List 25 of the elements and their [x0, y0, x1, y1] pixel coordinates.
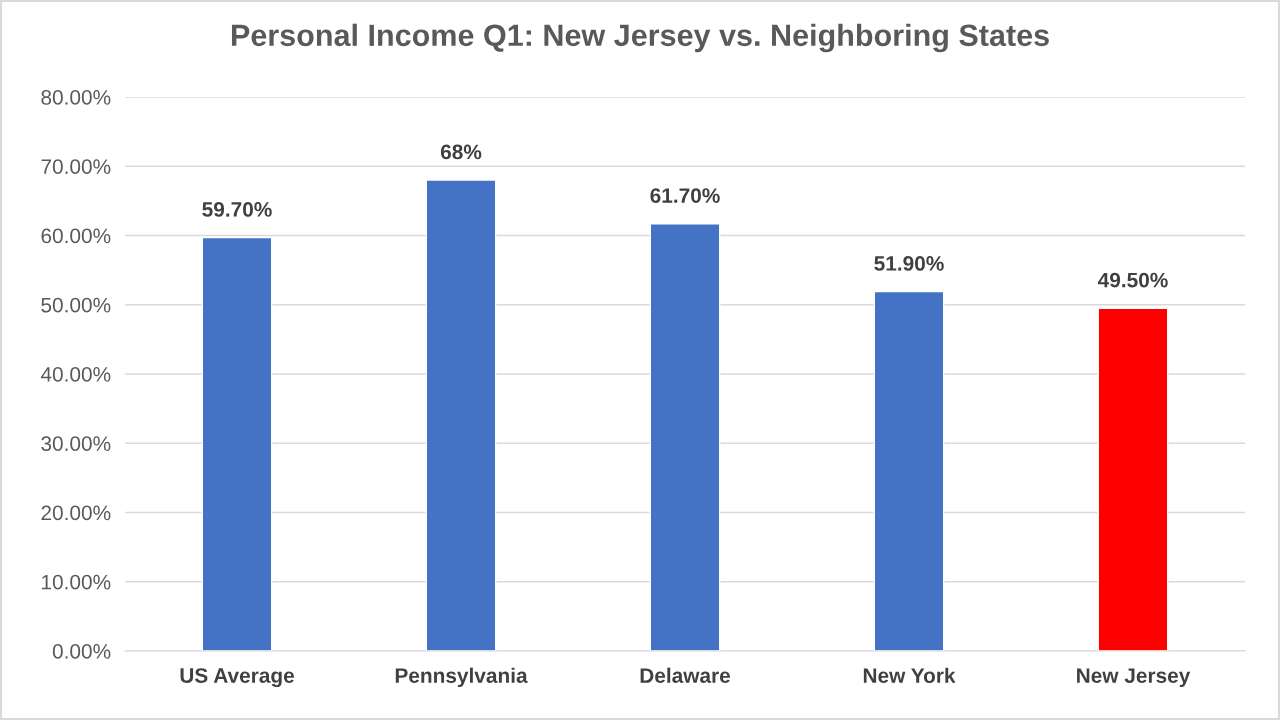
y-tick-label: 50.00% — [41, 297, 111, 313]
data-label: 68% — [440, 144, 482, 160]
data-label: 61.70% — [650, 188, 720, 203]
x-tick-label: Delaware — [640, 667, 731, 683]
data-label: 59.70% — [202, 202, 272, 217]
x-tick-label: New York — [863, 667, 956, 683]
bar — [873, 290, 945, 651]
x-tick-label: Pennsylvania — [395, 667, 528, 688]
bar — [649, 223, 721, 651]
data-label: 51.90% — [874, 256, 944, 271]
bar — [1097, 307, 1169, 651]
y-tick-label: 60.00% — [41, 228, 111, 244]
y-tick-label: 10.00% — [42, 574, 111, 590]
y-tick-label: 80.00% — [41, 90, 111, 105]
y-tick-label: 40.00% — [40, 367, 111, 382]
chart-title: Personal Income Q1: New Jersey vs. Neighboring States — [231, 23, 1049, 53]
y-tick-label: 30.00% — [41, 436, 111, 451]
x-tick-label: US Average — [180, 668, 294, 688]
y-tick-label: 70.00% — [41, 159, 111, 174]
bar — [425, 179, 497, 651]
y-tick-label: 0.00% — [52, 644, 111, 659]
data-label: 49.50% — [1097, 272, 1168, 288]
x-tick-label: New Jersey — [1077, 668, 1191, 688]
bar — [201, 236, 273, 651]
y-tick-label: 20.00% — [41, 505, 111, 521]
